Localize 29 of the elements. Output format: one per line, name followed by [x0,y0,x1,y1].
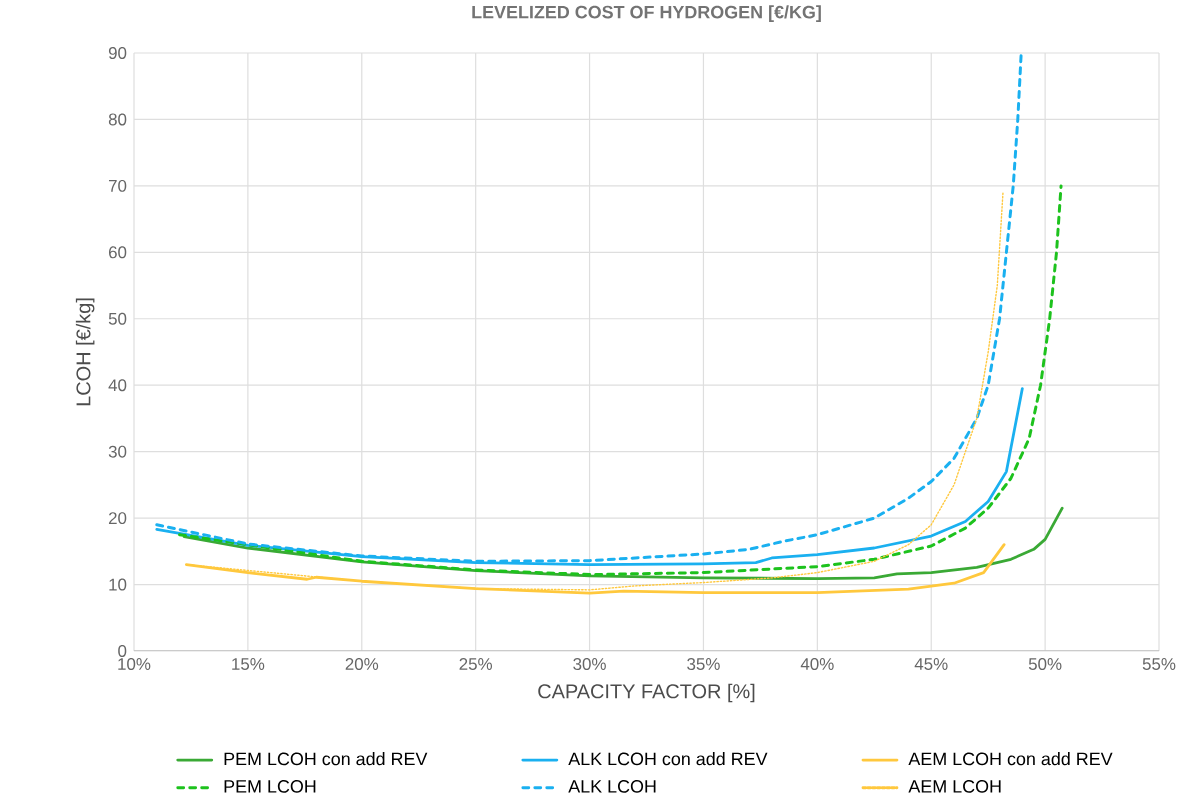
y-tick-label: 80 [108,113,127,126]
legend-label: ALK LCOH con add REV [568,752,768,766]
legend-label: PEM LCOH con add REV [224,752,428,766]
x-tick-label: 30% [573,658,606,671]
chart-title: LEVELIZED COST OF HYDROGEN [€/KG] [472,5,821,22]
y-tick-label: 20 [108,512,127,525]
y-tick-label: 70 [109,179,127,192]
x-tick-label: 40% [800,658,834,671]
y-axis-title: LCOH [€/kg] [75,298,95,406]
x-tick-label: 55% [1142,658,1176,670]
x-axis-title: CAPACITY FACTOR [%] [538,683,755,703]
y-tick-label: 10 [109,578,127,591]
x-tick-label: 45% [914,658,948,670]
legend-label: ALK LCOH [568,780,656,793]
y-tick-label: 60 [109,246,127,259]
x-tick-label: 10% [118,658,151,671]
x-tick-label: 35% [687,658,720,671]
y-tick-label: 0 [118,645,127,657]
x-tick-label: 20% [345,658,379,671]
x-tick-label: 15% [232,658,265,670]
x-tick-label: 25% [459,658,493,671]
x-tick-label: 50% [1028,658,1062,671]
y-tick-label: 30 [108,445,127,458]
y-tick-label: 40 [108,379,127,392]
legend-label: AEM LCOH [908,780,1001,793]
legend-label: AEM LCOH con add REV [908,752,1113,766]
y-tick-label: 50 [108,312,127,325]
legend-label: PEM LCOH [224,780,316,793]
y-tick-label: 90 [108,47,127,59]
